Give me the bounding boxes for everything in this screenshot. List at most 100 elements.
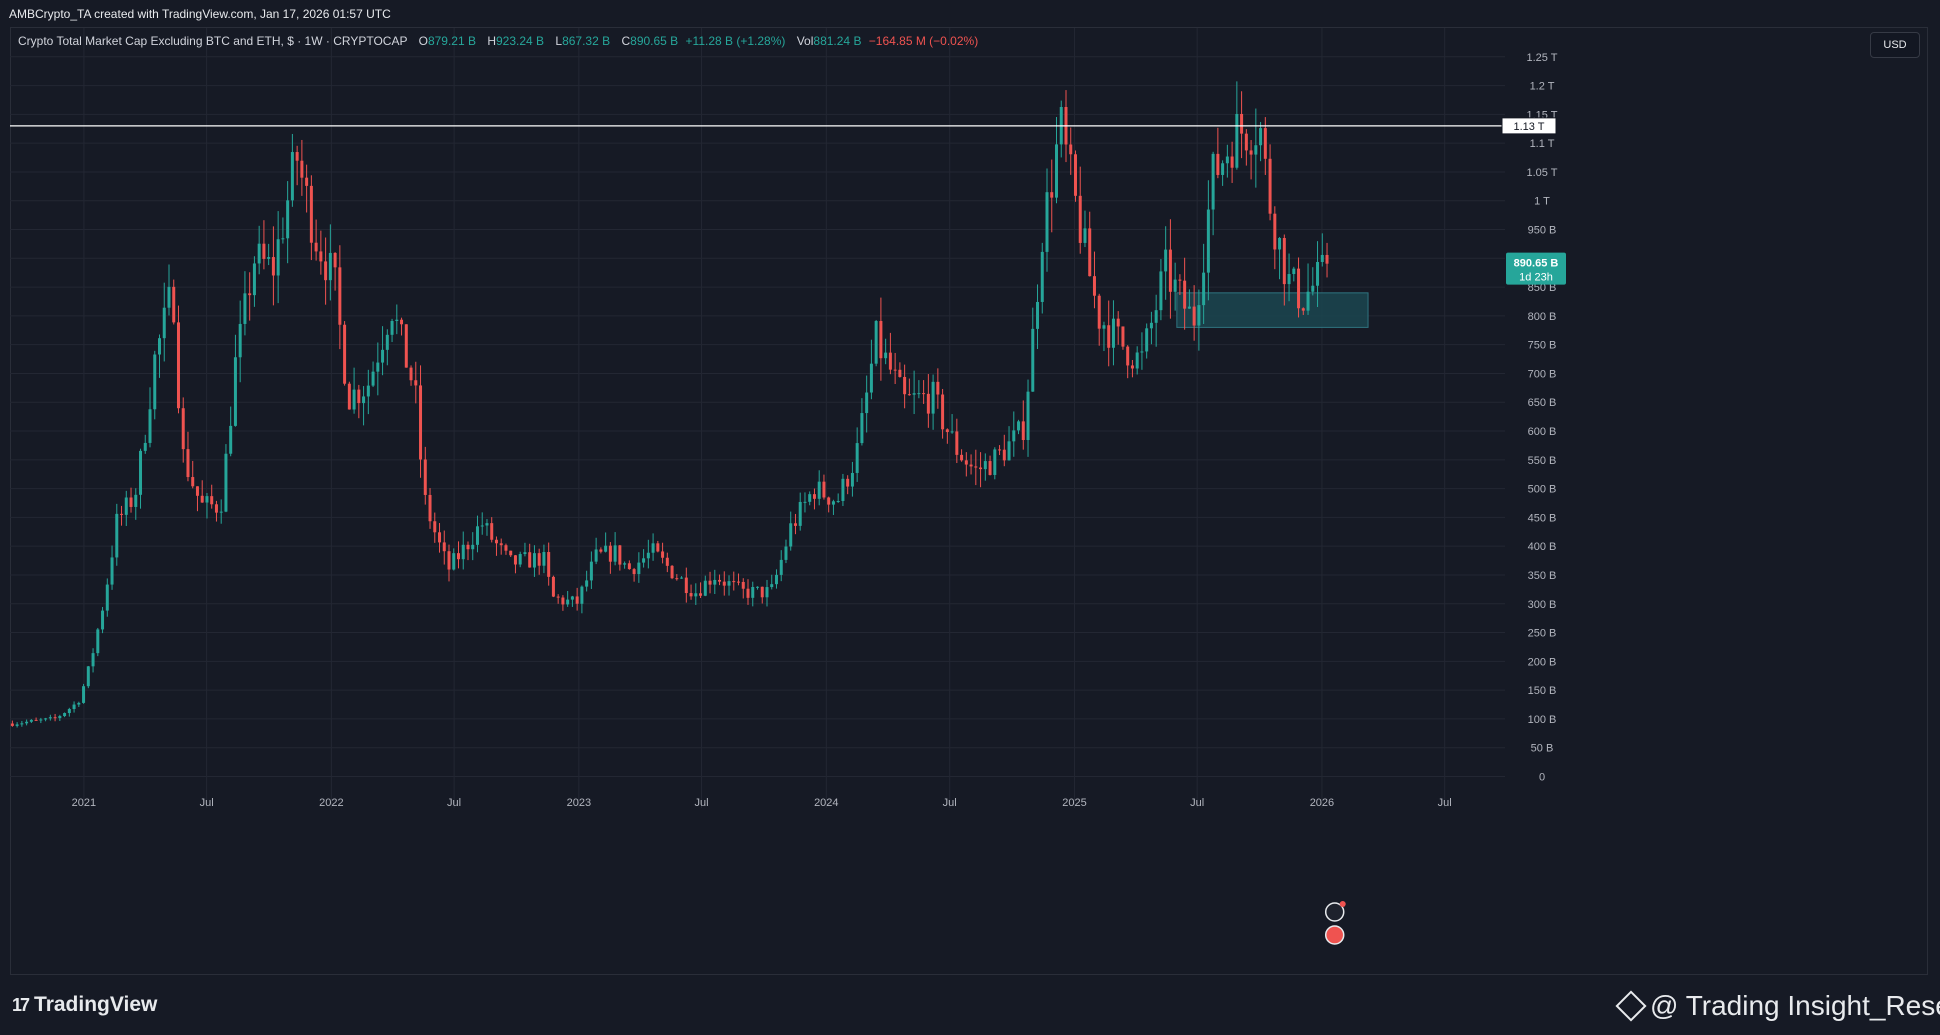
candle-body — [860, 413, 864, 444]
candle-body — [803, 501, 807, 503]
candle-body — [1159, 271, 1163, 311]
candle-body — [699, 593, 703, 596]
candle-body — [623, 563, 627, 565]
x-tick-label: Jul — [200, 797, 214, 809]
brand-name: TradingView — [34, 993, 158, 1016]
candle-body — [390, 320, 394, 335]
candle-body — [305, 177, 309, 186]
candle-body — [1102, 325, 1106, 329]
candle-body — [903, 376, 907, 395]
candle-body — [457, 553, 460, 560]
candle-body — [1311, 285, 1315, 292]
candle-body — [105, 584, 109, 611]
tradingview-logo[interactable]: 17 TradingView — [12, 993, 157, 1017]
candle-body — [139, 450, 143, 495]
candle-body — [1145, 328, 1149, 352]
currency-button[interactable]: USD — [1870, 32, 1920, 58]
candle-body — [1097, 295, 1101, 329]
candle-body — [793, 523, 797, 526]
notification-dot-icon — [1339, 901, 1346, 907]
candle-body — [376, 362, 380, 372]
candle-body — [333, 252, 337, 268]
candle-body — [627, 563, 631, 570]
candle-body — [1244, 133, 1248, 151]
candle-body — [1036, 301, 1040, 329]
candle-body — [1301, 308, 1305, 311]
candle-body — [63, 713, 67, 717]
y-tick-label: 750 B — [1528, 340, 1557, 352]
candle-body — [746, 588, 750, 598]
candle-body — [756, 586, 759, 588]
candle-body — [72, 704, 76, 710]
candle-body — [267, 257, 271, 259]
candle-body — [186, 449, 190, 478]
y-tick-label: 50 B — [1531, 743, 1554, 755]
candle-body — [732, 581, 736, 583]
candle-body — [1225, 156, 1229, 164]
candle-body — [585, 580, 589, 587]
y-tick-label: 250 B — [1528, 628, 1557, 640]
candle-body — [1154, 310, 1158, 323]
x-tick-label: Jul — [447, 797, 461, 809]
candle-body — [494, 539, 498, 544]
symbol-title[interactable]: Crypto Total Market Cap Excluding BTC an… — [18, 34, 408, 48]
y-tick-label: 150 B — [1528, 685, 1557, 697]
candle-body — [442, 542, 446, 552]
volume-change: −164.85 M (−0.02%) — [868, 34, 979, 48]
candle-body — [589, 561, 593, 581]
candle-body — [362, 396, 366, 404]
candle-body — [713, 579, 717, 585]
candle-body — [784, 546, 788, 560]
y-tick-label: 800 B — [1528, 311, 1557, 323]
candle-body — [1292, 268, 1296, 275]
candle-body — [419, 385, 423, 460]
candle-body — [404, 324, 408, 368]
chart-pane[interactable] — [10, 27, 1928, 975]
hline-price-label: 1.13 T — [1514, 121, 1545, 133]
candle-body — [741, 581, 745, 589]
candle-body — [1007, 441, 1011, 461]
candle-body — [1050, 192, 1054, 198]
candle-body — [1320, 254, 1324, 262]
x-tick-label: 2023 — [567, 797, 591, 809]
y-tick-label: 1.1 T — [1530, 138, 1555, 150]
candle-body — [1073, 154, 1077, 196]
candle-body — [357, 389, 361, 404]
candle-body — [1135, 352, 1139, 369]
candle-body — [366, 385, 370, 397]
x-tick-label: Jul — [695, 797, 709, 809]
low-value: 867.32 B — [562, 34, 611, 48]
candle-body — [556, 596, 560, 598]
candle-body — [414, 380, 418, 386]
x-tick-label: 2021 — [72, 797, 96, 809]
candle-body — [1012, 430, 1016, 442]
candle-body — [542, 552, 546, 566]
candle-body — [528, 552, 532, 568]
candle-body — [594, 549, 598, 562]
candle-body — [646, 552, 650, 559]
y-tick-label: 700 B — [1528, 368, 1557, 380]
candle-body — [77, 702, 81, 705]
candle-body — [941, 394, 945, 430]
candle-body — [1187, 306, 1191, 309]
candle-body — [129, 497, 133, 507]
candle-body — [243, 293, 247, 324]
candle-body — [827, 497, 831, 505]
candle-body — [1235, 113, 1239, 168]
candle-body — [523, 552, 527, 555]
candle-body — [205, 496, 209, 503]
candle-body — [1263, 128, 1267, 159]
candle-body — [708, 580, 712, 585]
candle-body — [1164, 249, 1168, 272]
candle-body — [58, 716, 62, 719]
candle-body — [509, 550, 513, 556]
candle-body — [248, 293, 252, 296]
candle-body — [300, 160, 304, 178]
candle-body — [200, 495, 204, 503]
candle-body — [191, 477, 195, 487]
high-label: H — [487, 34, 496, 48]
candle-body — [1259, 128, 1263, 146]
candle-body — [1221, 163, 1225, 175]
candle-body — [352, 389, 356, 410]
